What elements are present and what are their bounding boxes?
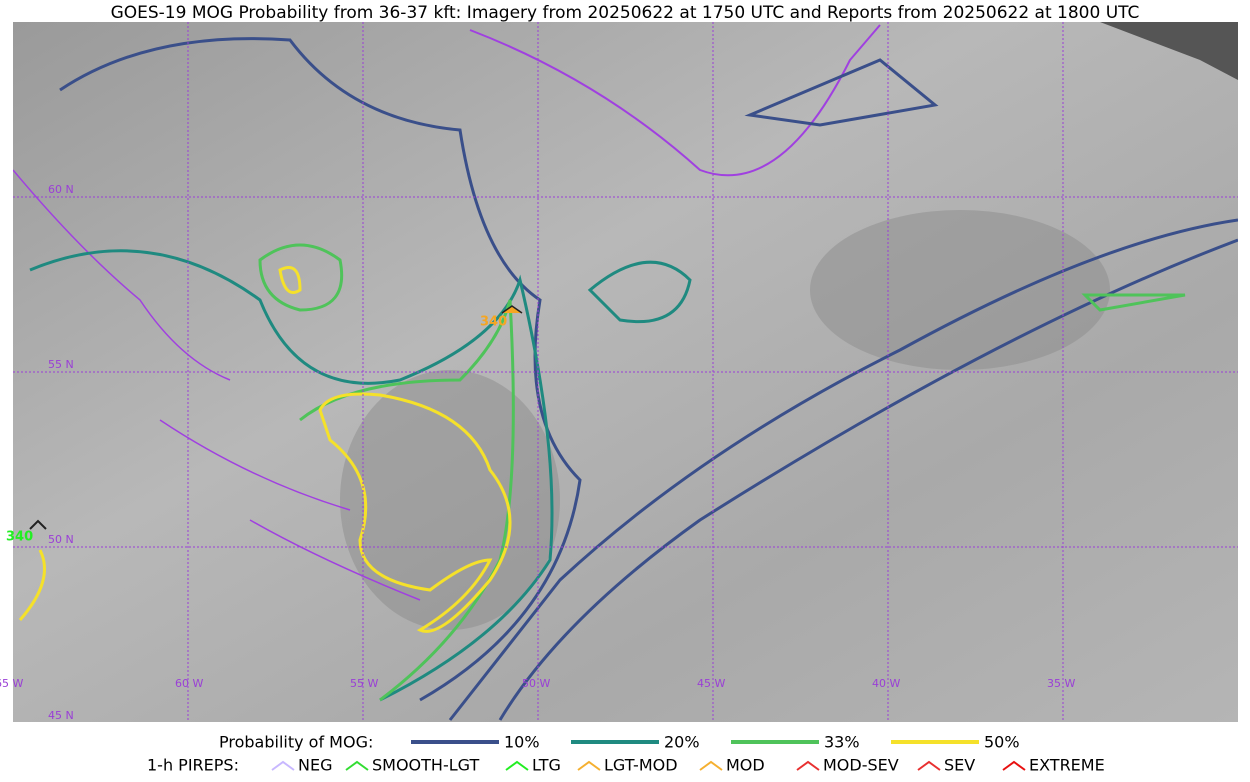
legend-label: SMOOTH-LGT	[372, 756, 479, 775]
legend-label: NEG	[298, 756, 332, 775]
lon-label: 40 W	[872, 677, 900, 690]
lat-label: 50 N	[48, 533, 74, 546]
lat-label: 45 N	[48, 709, 74, 722]
legend-symbol	[796, 760, 820, 771]
pirep-altitude: 340	[480, 315, 507, 330]
legend-label: 33%	[824, 733, 860, 752]
legend-label: MOD-SEV	[823, 756, 899, 775]
lon-label: 50 W	[522, 677, 550, 690]
legend-symbol	[1002, 760, 1026, 771]
lon-label: 35 W	[1047, 677, 1075, 690]
lon-label: 65 W	[0, 677, 23, 690]
legend-label: 50%	[984, 733, 1020, 752]
title: GOES-19 MOG Probability from 36-37 kft: …	[111, 3, 1140, 23]
lon-label: 45 W	[697, 677, 725, 690]
lon-label: 55 W	[350, 677, 378, 690]
lat-label: 60 N	[48, 183, 74, 196]
legend-symbol	[577, 760, 601, 771]
legend-label: 20%	[664, 733, 700, 752]
lat-label: 55 N	[48, 358, 74, 371]
legend-symbol	[699, 760, 723, 771]
imagery	[13, 22, 1238, 722]
legend-label: MOD	[726, 756, 765, 775]
legend-title: Probability of MOG:	[219, 733, 373, 752]
legend-symbol	[917, 760, 941, 771]
legend-label: LGT-MOD	[604, 756, 678, 775]
legend-label: LTG	[532, 756, 561, 775]
pirep-altitude: 340	[6, 530, 33, 545]
legend-symbol	[345, 760, 369, 771]
legend-label: EXTREME	[1029, 756, 1105, 775]
legend-label: SEV	[944, 756, 975, 775]
legend-label: 10%	[504, 733, 540, 752]
legend-title: 1-h PIREPS:	[147, 756, 239, 775]
lon-label: 60 W	[175, 677, 203, 690]
legend-symbol	[271, 760, 295, 771]
legend-symbol	[505, 760, 529, 771]
